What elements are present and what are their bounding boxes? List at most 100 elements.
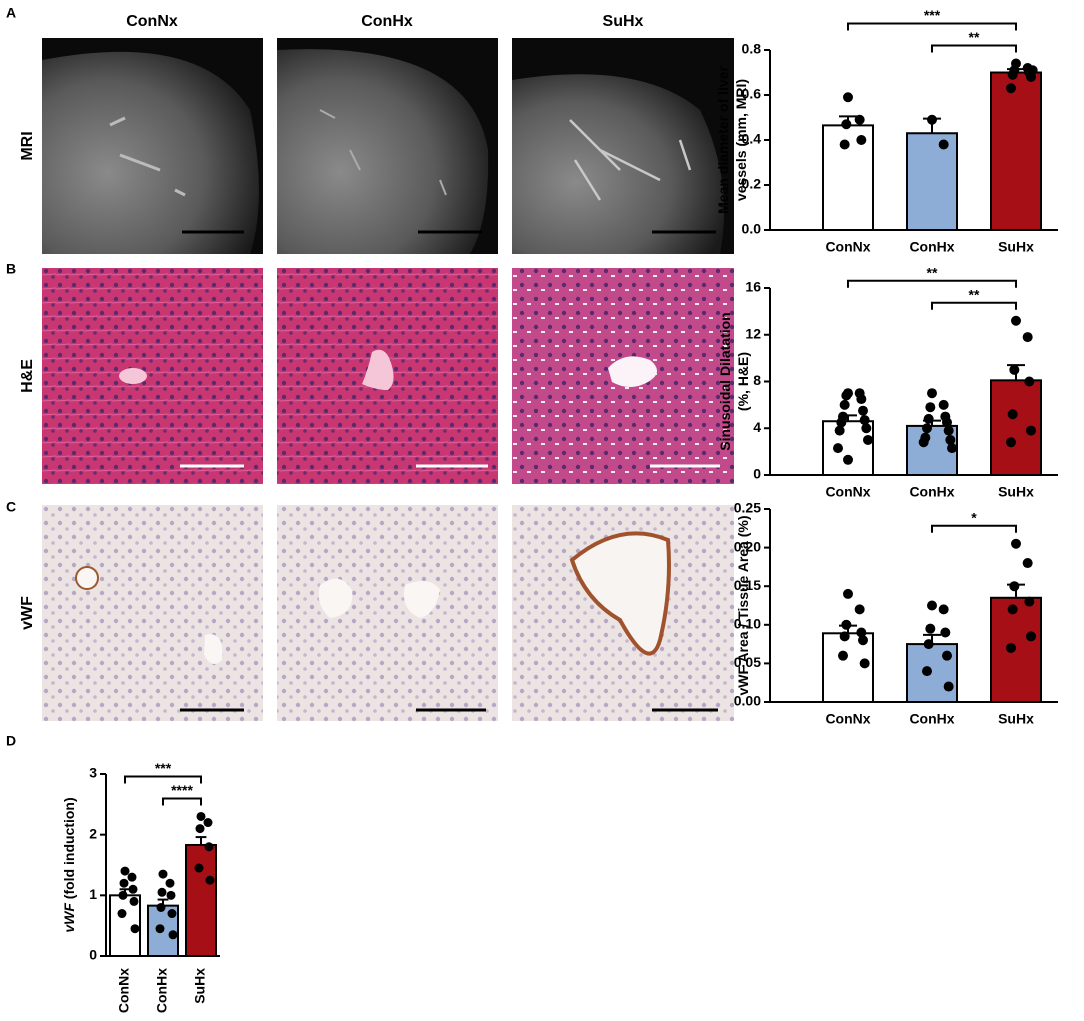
x-tick-label: ConHx [154, 968, 170, 1013]
y-tick-label: 3 [89, 765, 97, 781]
y-tick-label: 0.8 [742, 41, 762, 57]
image [277, 49, 489, 254]
data-point [833, 443, 843, 454]
data-point [918, 437, 929, 448]
y-axis-label: vWF Area / Tissue Area (%) [735, 516, 751, 696]
panel-label: A [6, 5, 16, 21]
x-tick-label: ConNx [825, 711, 870, 727]
data-point [1027, 65, 1038, 76]
data-point [940, 627, 951, 638]
data-point [158, 869, 168, 879]
data-point [839, 399, 850, 410]
vessel [319, 109, 447, 196]
significance-label: *** [924, 7, 941, 23]
data-point [129, 896, 139, 906]
data-point [130, 924, 140, 934]
significance-label: ** [927, 264, 938, 280]
significance-bracket [847, 22, 1017, 31]
data-point [859, 658, 870, 669]
bar [990, 71, 1042, 231]
mri-images [42, 38, 734, 255]
x-tick-label: SuHx [998, 484, 1034, 500]
data-point [203, 818, 213, 828]
y-tick-label: 4 [753, 419, 761, 435]
significance-label: ** [969, 286, 980, 302]
y-axis-label: Mean diameter of liver [715, 66, 731, 214]
y-axis-label-italic: vWF [61, 903, 77, 933]
vessel [608, 356, 658, 387]
data-point [943, 425, 954, 436]
data-point [923, 639, 934, 650]
data-point [167, 909, 177, 919]
y-tick-label: 0.2 [742, 176, 762, 192]
data-point [945, 434, 956, 445]
image [42, 505, 263, 721]
data-point [843, 454, 853, 465]
significance-bracket [847, 279, 1017, 288]
data-point [938, 139, 949, 150]
data-point [942, 650, 952, 661]
data-point [839, 139, 850, 150]
vessel [204, 634, 223, 664]
significance-bracket [162, 797, 202, 806]
vessel [109, 116, 186, 197]
data-point [843, 588, 853, 599]
bar [990, 596, 1042, 704]
vessel [404, 581, 440, 618]
x-tick-label: SuHx [998, 239, 1034, 255]
significance-label: **** [171, 782, 193, 798]
y-tick-label: 0.25 [734, 500, 761, 516]
data-point [856, 135, 867, 145]
y-tick-label: 12 [745, 325, 761, 341]
data-point [1006, 83, 1016, 94]
significance-bracket [124, 775, 202, 784]
row-label: vWF [19, 596, 36, 630]
y-tick-label: 8 [753, 372, 761, 388]
y-tick-label: 0 [753, 466, 761, 482]
image [277, 505, 498, 721]
data-point [947, 443, 957, 454]
vessel [569, 531, 671, 656]
data-point [836, 417, 847, 428]
y-tick-label: 0 [89, 947, 97, 963]
vessel [569, 119, 692, 201]
x-tick-label: ConHx [909, 239, 954, 255]
data-point [839, 631, 850, 642]
y-axis-label-text: Mean diameter of liver [715, 66, 731, 214]
y-axis-label: vWF (fold induction) [61, 797, 77, 932]
data-point [1022, 332, 1033, 343]
data-point [1026, 631, 1036, 642]
data-point [1006, 437, 1016, 448]
vessel [318, 578, 353, 618]
column-header: ConHx [361, 13, 413, 30]
significance-label: ** [969, 29, 980, 45]
data-point [856, 394, 867, 405]
y-axis-label-text: Sinusoidal Dilatation [717, 312, 733, 450]
data-point [841, 119, 852, 130]
image [42, 268, 263, 484]
x-tick-label: ConNx [116, 968, 132, 1013]
data-point [938, 399, 949, 410]
data-point [1024, 376, 1035, 387]
data-point [1011, 315, 1021, 326]
data-point [120, 866, 130, 876]
data-point [127, 872, 137, 882]
x-tick-label: ConHx [909, 711, 954, 727]
data-point [1006, 642, 1016, 653]
data-point [856, 627, 867, 638]
data-point [1011, 538, 1021, 549]
data-point [927, 114, 937, 125]
data-point [166, 890, 176, 900]
panel-label: D [6, 733, 16, 749]
data-point [1007, 604, 1018, 615]
data-point [117, 909, 127, 919]
data-point [157, 887, 167, 897]
data-point [194, 863, 204, 873]
data-point [854, 114, 865, 125]
image [42, 51, 259, 255]
data-point [943, 681, 954, 692]
y-tick-label: 0.4 [742, 131, 762, 147]
vwf-images [42, 505, 734, 721]
y-tick-label: 16 [745, 279, 761, 295]
y-axis-label: (%, H&E) [735, 352, 751, 411]
